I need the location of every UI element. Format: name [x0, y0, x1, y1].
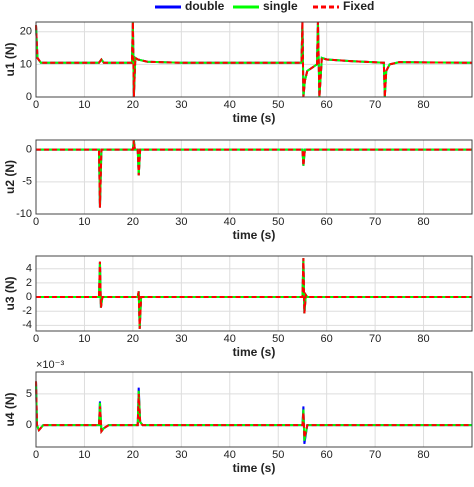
x-tick-label: 50 [272, 449, 284, 461]
x-tick-label: 80 [417, 216, 429, 228]
y-tick-label: -4 [22, 319, 32, 331]
y-axis-label: u3 (N) [3, 277, 17, 311]
x-tick-label: 20 [127, 449, 139, 461]
y-tick-label: 0 [26, 144, 32, 156]
x-axis-label: time (s) [233, 345, 276, 359]
legend-label: single [263, 0, 298, 13]
x-axis-label: time (s) [233, 461, 276, 475]
series-line [35, 21, 473, 98]
x-tick-label: 50 [272, 99, 284, 111]
x-axis-label: time (s) [233, 228, 276, 242]
x-tick-label: 60 [321, 99, 333, 111]
x-tick-label: 20 [127, 99, 139, 111]
y-tick-label: -2 [22, 305, 32, 317]
legend-label: double [185, 0, 225, 13]
y-tick-label: 5 [26, 388, 32, 400]
x-tick-label: 60 [321, 449, 333, 461]
plot-area [35, 21, 473, 98]
y-axis-label: u4 (N) [3, 393, 17, 427]
x-tick-label: 80 [417, 333, 429, 345]
x-tick-label: 50 [272, 333, 284, 345]
y-tick-label: 4 [26, 263, 32, 275]
x-tick-label: 70 [369, 216, 381, 228]
x-tick-label: 0 [33, 99, 39, 111]
x-tick-label: 10 [78, 216, 90, 228]
series-line [36, 139, 472, 208]
plot-frame [35, 371, 473, 448]
axis-multiplier: ×10⁻³ [36, 359, 64, 371]
x-tick-label: 40 [224, 333, 236, 345]
x-tick-label: 0 [33, 449, 39, 461]
y-tick-label: 0 [26, 91, 32, 103]
legend-label: Fixed [343, 0, 374, 13]
x-tick-label: 10 [78, 449, 90, 461]
x-tick-label: 0 [33, 216, 39, 228]
y-tick-label: 2 [26, 277, 32, 289]
x-tick-label: 0 [33, 333, 39, 345]
plot-area [35, 139, 473, 215]
x-tick-label: 40 [224, 216, 236, 228]
y-tick-label: 20 [20, 26, 32, 38]
x-tick-label: 40 [224, 99, 236, 111]
x-tick-label: 30 [175, 216, 187, 228]
x-tick-label: 50 [272, 216, 284, 228]
x-tick-label: 80 [417, 99, 429, 111]
x-tick-label: 30 [175, 99, 187, 111]
x-tick-label: 80 [417, 449, 429, 461]
plot-frame [35, 139, 473, 215]
plot-area [35, 371, 473, 448]
y-axis-label: u2 (N) [3, 160, 17, 194]
x-tick-label: 60 [321, 333, 333, 345]
x-axis-label: time (s) [233, 111, 276, 125]
x-tick-label: 10 [78, 99, 90, 111]
x-tick-label: 20 [127, 333, 139, 345]
y-tick-label: -10 [16, 208, 32, 220]
x-tick-label: 40 [224, 449, 236, 461]
x-tick-label: 10 [78, 333, 90, 345]
y-axis-label: u1 (N) [3, 43, 17, 77]
y-tick-label: -5 [22, 176, 32, 188]
x-tick-label: 70 [369, 449, 381, 461]
x-tick-label: 30 [175, 449, 187, 461]
series-line [35, 381, 472, 438]
y-tick-label: 10 [20, 58, 32, 70]
series-line [36, 258, 472, 329]
y-tick-label: 0 [26, 291, 32, 303]
x-tick-label: 30 [175, 333, 187, 345]
x-tick-label: 20 [127, 216, 139, 228]
x-tick-label: 60 [321, 216, 333, 228]
x-tick-label: 70 [369, 99, 381, 111]
plot-frame [35, 21, 473, 98]
y-tick-label: 0 [26, 419, 32, 431]
plot-frame [35, 255, 473, 332]
x-tick-label: 70 [369, 333, 381, 345]
